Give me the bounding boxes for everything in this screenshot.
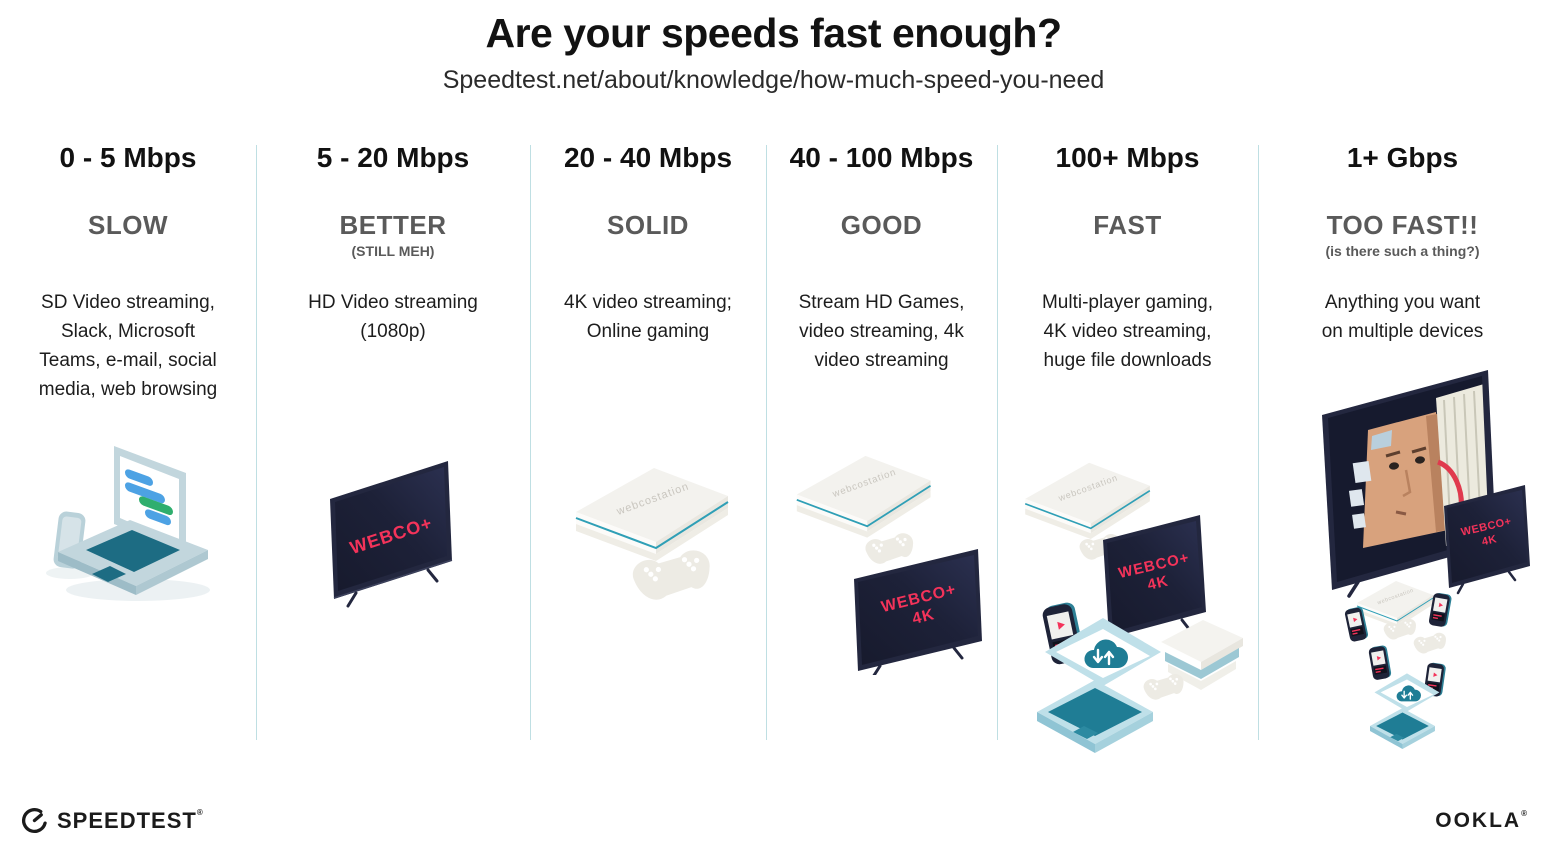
rating-label: SOLID: [607, 210, 689, 240]
chat-bubbles-icon: [125, 469, 173, 526]
game-console-icon: webcostation: [575, 468, 729, 561]
game-controller-icon: [1413, 632, 1446, 654]
tv-4k-label: 4K: [911, 606, 937, 628]
game-controller-icon: [1143, 674, 1184, 700]
game-console-icon: webcostation: [796, 455, 932, 538]
speed-range: 5 - 20 Mbps: [316, 142, 470, 173]
tier-description: Anything you want on multiple devices: [1321, 292, 1484, 342]
page-title: Are your speeds fast enough?: [485, 10, 1062, 56]
header: Are your speeds fast enough? Speedtest.n…: [0, 10, 1547, 95]
tv-4k-icon: WEBCO+ 4K: [854, 549, 982, 679]
game-controller-icon: [1383, 618, 1416, 640]
speed-column-good: 40 - 100 Mbps GOOD Stream HD Games, vide…: [766, 140, 997, 840]
phone-video-icon: [1344, 606, 1368, 642]
speed-range: 40 - 100 Mbps: [789, 142, 974, 173]
game-controller-icon: [632, 550, 710, 600]
rating-label: TOO FAST!!: [1326, 210, 1479, 240]
trademark-symbol: ®: [196, 807, 204, 817]
movie-scene: [1328, 376, 1489, 582]
laptop-cloud-icon: [1037, 618, 1161, 753]
column-divider: [530, 145, 531, 740]
speed-range: 0 - 5 Mbps: [59, 142, 197, 173]
speed-range: 20 - 40 Mbps: [563, 142, 733, 173]
phone-video-icon: [1428, 593, 1452, 627]
laptop-phone-illustration: [26, 440, 231, 615]
tv-4k-icon: WEBCO+ 4K: [1444, 485, 1530, 595]
speed-tier-columns: 0 - 5 Mbps SLOW SD Video streaming, Slac…: [0, 140, 1547, 840]
cloud-sync-icon: [1396, 685, 1421, 702]
page-subtitle-url: Speedtest.net/about/knowledge/how-much-s…: [442, 66, 1105, 94]
tv-4k-label: 4K: [1146, 572, 1170, 593]
ps-console-icon: [1161, 620, 1243, 690]
ookla-logo: OOKLA®: [1435, 809, 1529, 833]
game-console-icon: webcostation: [1024, 462, 1151, 540]
tier-description: 4K video streaming; Online gaming: [564, 292, 732, 342]
everything-illustration: WEBCO+ 4K webcostation: [1258, 370, 1547, 790]
column-divider: [256, 145, 257, 740]
tier-description: SD Video streaming, Slack, Microsoft Tea…: [38, 292, 218, 400]
speed-column-fast: 100+ Mbps FAST Multi-player gaming, 4K v…: [997, 140, 1258, 840]
laptop-cloud-icon: [1370, 673, 1440, 749]
speed-column-solid: 20 - 40 Mbps SOLID 4K video streaming; O…: [530, 140, 766, 840]
rating-label: GOOD: [840, 210, 923, 240]
laptop-icon: [58, 446, 208, 595]
cloud-sync-icon: [1084, 639, 1129, 668]
tv-4k-icon: WEBCO+ 4K: [1103, 515, 1206, 645]
tier-description: Stream HD Games, video streaming, 4k vid…: [798, 292, 965, 371]
tv-icon: WEBCO+: [330, 461, 453, 608]
speed-column-too-fast: 1+ Gbps TOO FAST!! (is there such a thin…: [1258, 140, 1547, 840]
column-divider: [766, 145, 767, 740]
speed-column-slow: 0 - 5 Mbps SLOW SD Video streaming, Slac…: [0, 140, 256, 840]
game-controller-icon: [865, 533, 914, 564]
rating-note: (is there such a thing?): [1325, 243, 1480, 259]
ookla-wordmark: OOKLA®: [1435, 809, 1529, 832]
speedtest-logo: SPEEDTEST®: [20, 806, 204, 835]
trademark-symbol: ®: [1521, 809, 1529, 818]
speedtest-wordmark: SPEEDTEST®: [57, 807, 204, 833]
rating-label: SLOW: [88, 210, 168, 240]
phone-video-icon: [1368, 645, 1392, 680]
speedtest-gauge-icon: [21, 807, 48, 834]
multi-device-illustration: webcostation: [997, 440, 1258, 777]
console-4ktv-illustration: webcostation: [788, 440, 998, 680]
game-console-icon: webcostation: [1356, 581, 1434, 628]
column-divider: [997, 145, 998, 740]
tier-description: HD Video streaming (1080p): [308, 292, 478, 342]
rating-note: (STILL MEH): [351, 243, 435, 259]
tv-4k-label: 4K: [1481, 533, 1498, 548]
speed-column-better: 5 - 20 Mbps BETTER (STILL MEH) HD Video …: [256, 140, 530, 840]
column-divider: [1258, 145, 1259, 740]
hd-tv-illustration: WEBCO+: [316, 455, 476, 620]
rating-label: FAST: [1093, 210, 1162, 240]
speed-range: 1+ Gbps: [1346, 142, 1459, 173]
console-controller-illustration: webcostation: [566, 450, 751, 635]
rating-label: BETTER: [339, 210, 447, 240]
speed-range: 100+ Mbps: [1055, 142, 1200, 173]
tier-description: Multi-player gaming, 4K video streaming,…: [1041, 292, 1214, 371]
